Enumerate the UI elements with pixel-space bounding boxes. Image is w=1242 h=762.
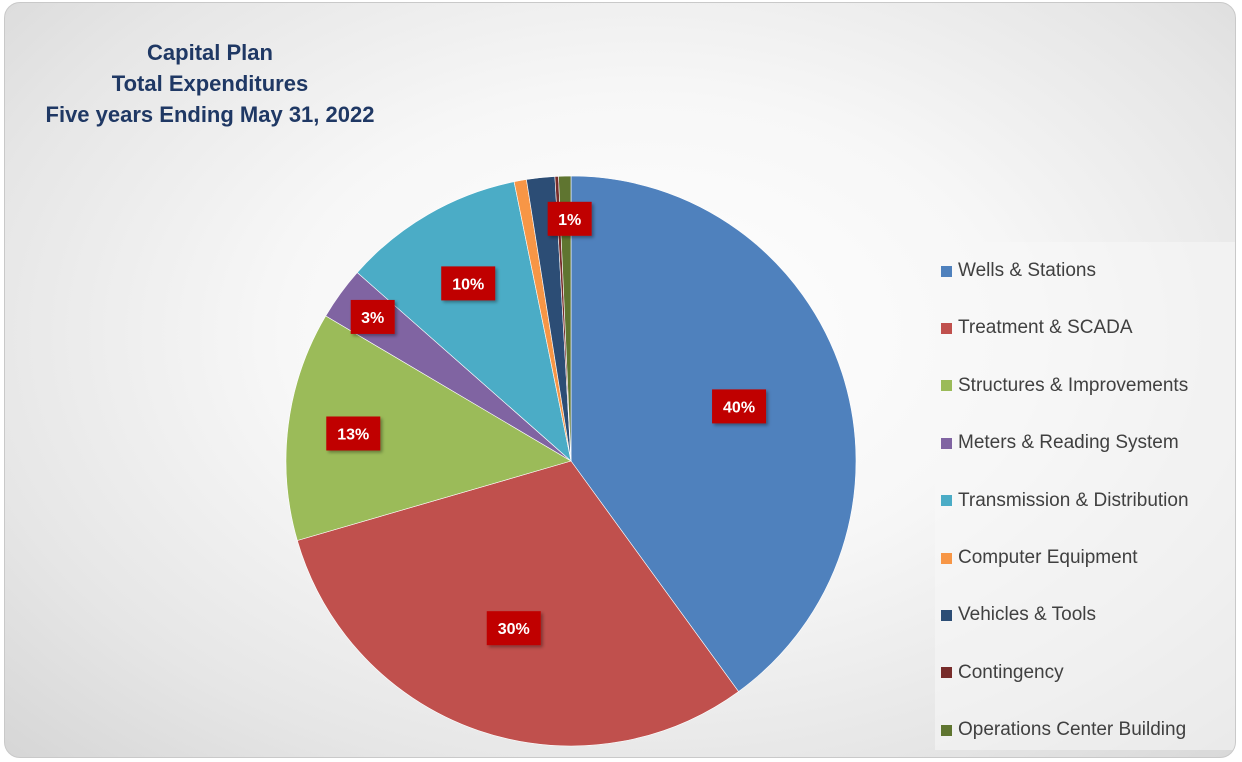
legend-label: Meters & Reading System [958, 432, 1179, 454]
data-label-box [486, 611, 541, 646]
legend-item-contingency: Contingency [941, 661, 1064, 685]
data-label-box [350, 299, 395, 334]
data-label-text: 3% [361, 310, 384, 327]
data-label-text: 30% [498, 621, 530, 638]
legend-label: Treatment & SCADA [958, 317, 1133, 339]
data-label-box [712, 389, 767, 424]
legend-swatch [941, 437, 952, 449]
pie-slice-treatment-and-scada [296, 460, 739, 747]
legend-item-wells-and-stations: Wells & Stations [941, 259, 1096, 283]
legend-swatch [941, 495, 952, 507]
data-label-text: 40% [723, 399, 755, 416]
legend-item-transmission-and-distribution: Transmission & Distribution [941, 489, 1189, 513]
legend-swatch [941, 667, 952, 679]
chart-title-line-3: Five years Ending May 31, 2022 [45, 102, 375, 127]
pie-slice-wells-and-stations [570, 175, 857, 692]
legend-item-vehicles-and-tools: Vehicles & Tools [941, 603, 1096, 627]
chart-title-line-2: Total Expenditures [111, 71, 309, 96]
pie-slice-operations-center-building [558, 175, 572, 462]
legend-label: Transmission & Distribution [958, 489, 1189, 511]
pie-slices [285, 175, 857, 747]
pie-chart: 40% 30% 13% 3% 10% 1% [285, 175, 857, 747]
pie-data-labels: 40% 30% 13% 3% 10% 1% [326, 201, 767, 646]
legend-label: Structures & Improvements [958, 374, 1189, 396]
legend-swatch [941, 609, 952, 621]
data-label-text: 13% [337, 426, 369, 443]
chart-area: Capital Plan Total Expenditures Five yea… [4, 2, 1236, 758]
legend-swatch [941, 380, 952, 392]
data-label-box [441, 266, 496, 301]
data-label-operations-center-building: 1% [547, 201, 592, 236]
legend-label: Contingency [958, 661, 1064, 683]
legend-item-operations-center-building: Operations Center Building [941, 718, 1186, 742]
legend-item-treatment-and-scada: Treatment & SCADA [941, 316, 1133, 340]
pie-slice-structures-and-improvements [285, 315, 572, 541]
data-label-structures-and-improvements: 13% [326, 416, 381, 451]
legend-swatch [941, 322, 952, 334]
chart-title: Capital Plan Total Expenditures Five yea… [15, 37, 405, 130]
data-label-wells-and-stations: 40% [712, 389, 767, 424]
legend-swatch [941, 552, 952, 564]
data-label-box [547, 201, 592, 236]
chart-title-line-1: Capital Plan [147, 40, 273, 65]
legend-swatch [941, 724, 952, 736]
data-label-text: 10% [452, 276, 484, 293]
legend-label: Vehicles & Tools [958, 604, 1097, 626]
legend-item-structures-and-improvements: Structures & Improvements [941, 374, 1188, 398]
data-label-treatment-and-scada: 30% [486, 611, 541, 646]
legend-label: Operations Center Building [958, 719, 1187, 741]
legend-label: Computer Equipment [958, 547, 1138, 568]
data-label-text: 1% [558, 212, 581, 229]
data-label-transmission-and-distribution: 10% [441, 266, 496, 301]
legend-item-computer-equipment: Computer Equipment [941, 546, 1138, 570]
legend-label: Wells & Stations [958, 260, 1096, 281]
legend: Wells & Stations Treatment & SCADA Structu… [935, 242, 1235, 750]
data-label-meters-and-reading-system: 3% [350, 299, 395, 334]
pie-slice-transmission-and-distribution [356, 181, 572, 462]
legend-item-meters-and-reading-system: Meters & Reading System [941, 431, 1179, 455]
legend-swatch [941, 265, 952, 277]
data-label-box [326, 416, 381, 451]
